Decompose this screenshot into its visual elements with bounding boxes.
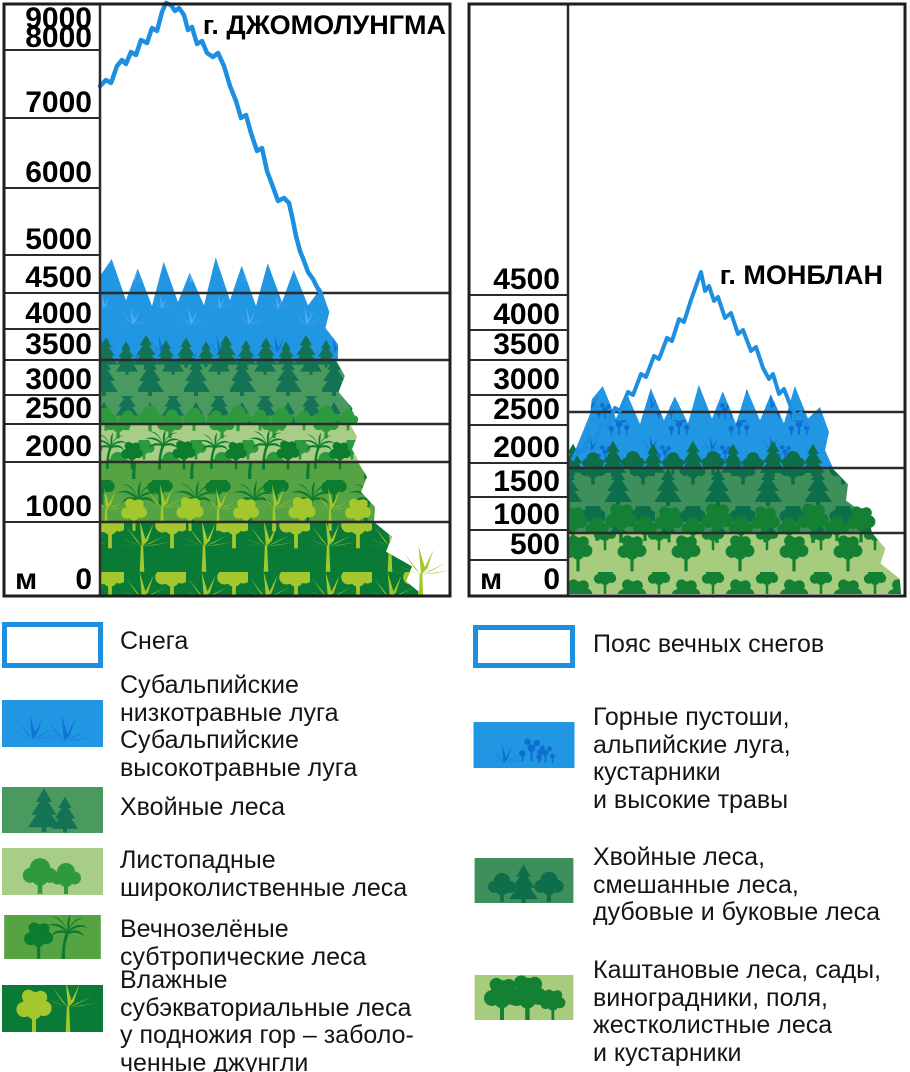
legend-label-meadows: Субальпийские низкотравные луга Субальпи… [120, 671, 358, 782]
svg-text:4500: 4500 [493, 263, 560, 296]
svg-text:г. ДЖОМОЛУНГМА: г. ДЖОМОЛУНГМА [203, 10, 446, 40]
legend-label-eternal-snow: Пояс вечных снегов [593, 630, 825, 658]
legend-label-alpine: Горные пустоши, альпийские луга, кустарн… [593, 703, 791, 814]
svg-text:8000: 8000 [25, 21, 92, 54]
legend-label-mixed-forest: Хвойные леса, смешанные леса, дубовые и … [593, 843, 880, 926]
legend-swatch-eternal-snow [473, 625, 575, 668]
svg-text:2000: 2000 [493, 431, 560, 464]
legend-swatch-mixed-forest [474, 858, 574, 903]
svg-text:1000: 1000 [493, 498, 560, 531]
svg-text:1000: 1000 [25, 490, 92, 523]
svg-text:2000: 2000 [25, 430, 92, 463]
svg-text:7000: 7000 [25, 86, 92, 119]
svg-text:м: м [480, 563, 502, 596]
svg-text:0: 0 [75, 563, 92, 596]
svg-text:1500: 1500 [493, 465, 560, 498]
svg-text:5000: 5000 [25, 223, 92, 256]
legend-label-chestnut: Каштановые леса, сады, виноградники, пол… [593, 956, 882, 1067]
legend-swatch-evergreen [4, 915, 101, 959]
svg-text:м: м [15, 563, 37, 596]
legend-label-evergreen: Вечнозелёные субтропические леса [120, 915, 367, 971]
svg-text:4000: 4000 [25, 297, 92, 330]
svg-text:9000: 9000 [25, 2, 92, 35]
legend-label-snow: Снега [120, 627, 189, 655]
legend-swatch-snow [2, 622, 103, 668]
svg-text:6000: 6000 [25, 156, 92, 189]
legend-swatch-deciduous [2, 848, 103, 895]
legend-label-conifer: Хвойные леса [120, 793, 286, 821]
svg-text:3500: 3500 [25, 328, 92, 361]
svg-text:500: 500 [510, 528, 560, 561]
svg-text:3500: 3500 [493, 328, 560, 361]
legend-swatch-meadows [2, 700, 103, 747]
legend-swatch-chestnut [474, 975, 574, 1020]
legend-label-jungle: Влажные субэкваториальные леса у подножи… [120, 966, 414, 1072]
svg-text:2500: 2500 [493, 393, 560, 426]
svg-text:г. МОНБЛАН: г. МОНБЛАН [720, 260, 883, 290]
legend-swatch-conifer [2, 787, 103, 833]
svg-text:4000: 4000 [493, 298, 560, 331]
svg-text:2500: 2500 [25, 392, 92, 425]
legend-swatch-jungle [2, 985, 103, 1032]
svg-text:3000: 3000 [25, 363, 92, 396]
svg-text:4500: 4500 [25, 261, 92, 294]
svg-text:3000: 3000 [493, 363, 560, 396]
legend-swatch-alpine [473, 722, 575, 768]
svg-text:0: 0 [543, 563, 560, 596]
legend-label-deciduous: Листопадные широколиственные леса [120, 846, 408, 902]
